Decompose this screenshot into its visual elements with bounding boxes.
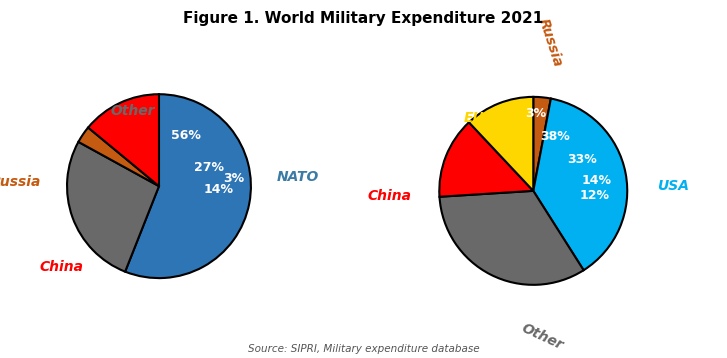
Text: Source: SIPRI, Military expenditure database: Source: SIPRI, Military expenditure data… bbox=[248, 344, 479, 354]
Text: Russia: Russia bbox=[0, 175, 41, 189]
Text: 3%: 3% bbox=[525, 107, 546, 120]
Text: China: China bbox=[367, 189, 411, 203]
Text: 38%: 38% bbox=[540, 130, 570, 143]
Text: 56%: 56% bbox=[171, 129, 201, 142]
Wedge shape bbox=[439, 122, 534, 197]
Text: 27%: 27% bbox=[194, 161, 224, 174]
Text: 14%: 14% bbox=[204, 183, 233, 196]
Text: China: China bbox=[39, 260, 84, 274]
Text: Other: Other bbox=[520, 320, 566, 352]
Text: 3%: 3% bbox=[223, 173, 244, 185]
Text: 33%: 33% bbox=[568, 153, 598, 166]
Text: 14%: 14% bbox=[582, 174, 611, 187]
Text: NATO: NATO bbox=[277, 170, 319, 184]
Text: USA: USA bbox=[657, 179, 689, 193]
Wedge shape bbox=[469, 97, 534, 191]
Text: Other: Other bbox=[111, 104, 156, 118]
Text: Figure 1. World Military Expenditure 2021: Figure 1. World Military Expenditure 202… bbox=[183, 11, 544, 26]
Wedge shape bbox=[88, 94, 159, 186]
Text: 12%: 12% bbox=[579, 189, 609, 202]
Wedge shape bbox=[440, 191, 584, 285]
Wedge shape bbox=[67, 142, 159, 272]
Wedge shape bbox=[125, 94, 251, 278]
Wedge shape bbox=[79, 127, 159, 186]
Text: EU: EU bbox=[464, 111, 484, 125]
Wedge shape bbox=[534, 98, 627, 270]
Wedge shape bbox=[534, 97, 551, 191]
Text: Russia: Russia bbox=[536, 16, 565, 69]
